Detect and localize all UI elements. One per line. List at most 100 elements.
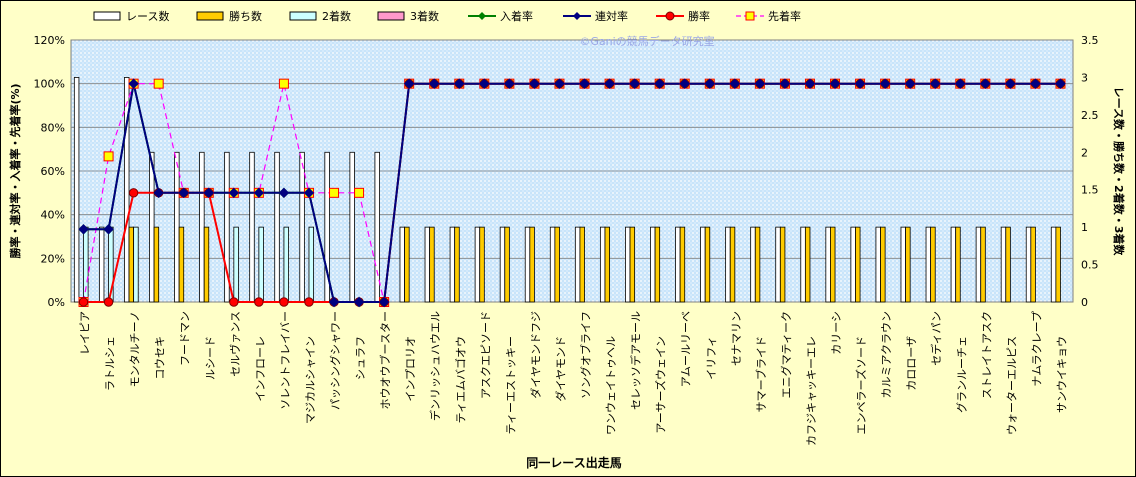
- right-tick-label: 2: [1081, 146, 1088, 159]
- data-point: [178, 187, 189, 199]
- bar: [650, 226, 656, 303]
- x-tick-label: カロローザ: [905, 336, 918, 391]
- y-axis-left-title: 勝率・連対率・入着率・先着率(%): [8, 83, 22, 258]
- x-tick-label: ソレントフレイバー: [279, 311, 292, 410]
- legend-label: 入着率: [500, 9, 533, 23]
- data-point: [103, 151, 114, 162]
- bar: [224, 151, 230, 303]
- bar: [604, 226, 610, 303]
- data-point: [353, 296, 365, 308]
- bar: [679, 226, 686, 303]
- bar: [900, 226, 906, 303]
- bar: [128, 226, 135, 303]
- bar: [750, 226, 756, 303]
- bar: [1050, 226, 1057, 303]
- bar: [73, 77, 80, 303]
- bar: [349, 151, 355, 303]
- data-point: [229, 297, 239, 307]
- legend-label: 連対率: [595, 9, 628, 23]
- right-tick-label: 2.5: [1081, 109, 1099, 122]
- y-axis-right-title: レース数・勝ち数・2着数・3着数: [1112, 87, 1126, 257]
- legend-marker: [745, 11, 755, 21]
- x-tick-label: セナマリン: [730, 311, 743, 366]
- data-point: [980, 78, 991, 89]
- data-point: [930, 78, 941, 89]
- legend-marker: [478, 12, 486, 20]
- bar: [704, 226, 711, 303]
- bar: [404, 226, 410, 303]
- data-point: [254, 297, 264, 307]
- data-point: [904, 78, 916, 89]
- data-point: [128, 78, 139, 89]
- x-tick-label: レイピア: [79, 311, 92, 355]
- bar: [850, 226, 856, 303]
- bar: [729, 226, 736, 303]
- bar: [754, 226, 761, 303]
- legend-label: 2着数: [322, 9, 351, 23]
- bar: [1055, 226, 1061, 303]
- bar: [830, 226, 836, 303]
- data-point: [78, 297, 89, 307]
- data-point: [829, 78, 841, 89]
- bar: [174, 151, 180, 303]
- bar: [499, 226, 506, 303]
- bar: [975, 226, 982, 303]
- data-point: [854, 78, 866, 89]
- bar: [804, 226, 811, 303]
- x-tick-label: アーサーズウェイン: [654, 336, 668, 434]
- bar: [950, 226, 957, 303]
- bar: [875, 226, 881, 303]
- x-tick-label: ホウオウブースター: [378, 311, 392, 409]
- x-tick-label: インプロリオ: [404, 336, 417, 402]
- x-tick-label: アムールリーベ: [680, 311, 693, 387]
- data-point: [429, 78, 440, 89]
- x-tick-label: ウォーターエルピス: [1005, 336, 1018, 435]
- bar: [258, 226, 264, 303]
- bar: [855, 226, 861, 303]
- data-point: [1055, 78, 1066, 89]
- x-tick-label: グランルーチェ: [954, 336, 968, 413]
- x-tick-label: ストレイトアスク: [980, 311, 993, 399]
- data-point: [103, 224, 114, 235]
- bar: [654, 226, 661, 303]
- data-point: [153, 78, 164, 89]
- bar: [429, 226, 435, 303]
- bar: [529, 226, 535, 303]
- legend: レース数 勝ち数 2着数 3着数 入着率 連対率 勝率 先着率: [93, 9, 801, 23]
- legend-marker: [573, 12, 581, 20]
- data-point: [629, 78, 640, 89]
- data-point: [504, 78, 515, 89]
- data-point: [1005, 78, 1016, 89]
- bar: [675, 226, 681, 303]
- x-tick-label: カルミアクラウン: [880, 311, 893, 398]
- bar: [880, 226, 886, 303]
- bar: [800, 226, 806, 303]
- x-tick-label: ナムラクレープ: [1030, 311, 1043, 386]
- data-point: [228, 187, 240, 199]
- data-point: [354, 187, 365, 198]
- bar: [199, 151, 205, 303]
- bar: [283, 226, 289, 303]
- bar: [579, 226, 585, 303]
- data-point: [704, 78, 715, 89]
- data-point: [78, 224, 89, 235]
- data-point: [729, 78, 741, 89]
- bar: [274, 151, 280, 303]
- data-point: [554, 78, 565, 89]
- bar: [825, 226, 831, 303]
- bar: [1000, 226, 1007, 303]
- bar: [98, 226, 105, 303]
- legend-marker: [665, 11, 675, 21]
- data-point: [203, 187, 214, 199]
- x-tick-label: ティエムバゴオウ: [453, 336, 467, 423]
- x-tick-label: シュラフ: [354, 336, 367, 380]
- legend-swatch: [289, 11, 317, 21]
- x-tick-label: モンタルチーノ: [129, 311, 142, 387]
- data-point: [278, 78, 289, 89]
- data-point: [654, 78, 665, 89]
- left-tick-label: 40%: [41, 209, 65, 222]
- bar: [308, 226, 314, 303]
- x-tick-label: エニグマティーク: [779, 311, 793, 398]
- data-point: [329, 187, 340, 198]
- bar: [504, 226, 510, 303]
